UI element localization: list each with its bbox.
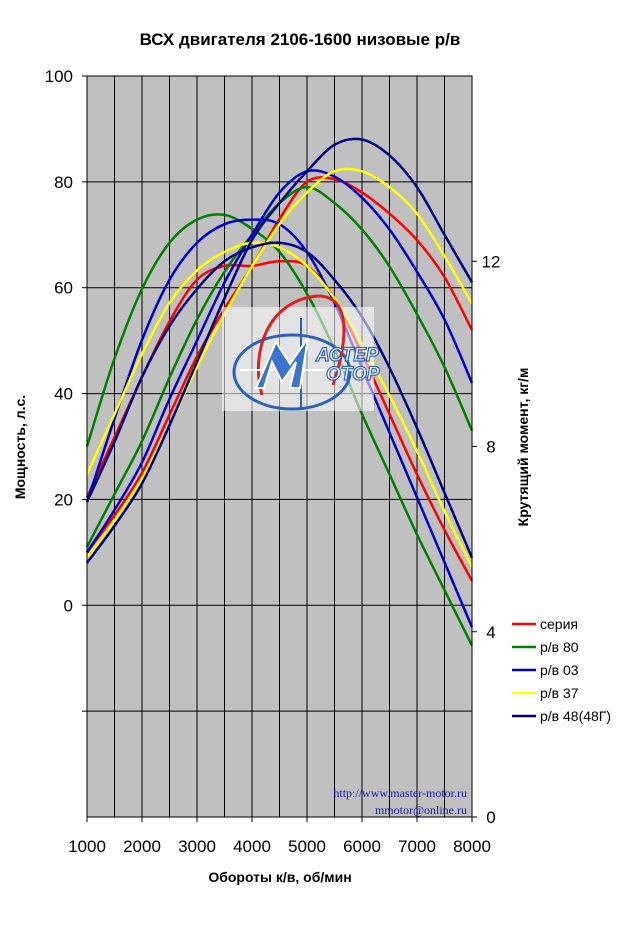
legend: серия р/в 80 р/в 03 р/в 37 р/в 48(48Г) [512, 616, 611, 724]
series-power-line-4 [86, 137, 474, 564]
logo-m-icon [254, 337, 309, 389]
series-power-line-3 [85, 167, 474, 559]
watermark-logo: АСТЕР ОТОР [222, 294, 381, 411]
legend-label-3: р/в 37 [540, 685, 579, 701]
y-right-tick-label: 4 [486, 623, 495, 642]
series-power-line-0 [85, 176, 474, 554]
y-left-tick-label: 60 [54, 279, 73, 298]
x-tick-label: 4000 [233, 837, 271, 856]
y-right-axis-label: Крутящий момент, кг/м [515, 368, 531, 527]
x-tick-label: 3000 [178, 837, 216, 856]
legend-label-2: р/в 03 [540, 662, 579, 678]
logo-blue-ring [232, 333, 352, 411]
y-left-tick-label: 100 [45, 67, 73, 86]
y-left-tick-label: 20 [54, 490, 73, 509]
y-right-tick-label: 0 [486, 808, 495, 827]
series-lines [85, 137, 474, 647]
x-tick-label: 1000 [68, 837, 106, 856]
series-torque-line-3 [85, 241, 474, 568]
y-left-tick-label: 0 [64, 596, 73, 615]
grid [87, 76, 472, 817]
contact-email: mmotor@online.ru [375, 803, 467, 817]
y-left-tick-label: 40 [54, 385, 73, 404]
y-left-tick-label: 80 [54, 173, 73, 192]
series-power-line-2 [85, 169, 474, 554]
logo-text-line2: ОТОР [326, 364, 380, 385]
y-right-ticks: 0 4 8 12 [472, 252, 500, 827]
y-right-tick-label: 12 [482, 252, 501, 271]
x-ticks: 1000 2000 3000 4000 5000 6000 7000 8000 [68, 817, 491, 856]
x-tick-label: 5000 [288, 837, 326, 856]
legend-label-4: р/в 48(48Г) [540, 708, 611, 724]
y-left-ticks: 0 20 40 60 80 100 [45, 67, 87, 712]
chart-title: ВСХ двигателя 2106-1600 низовые р/в [140, 30, 461, 49]
x-axis-label: Обороты к/в, об/мин [208, 869, 351, 885]
series-torque-line-1 [85, 213, 474, 647]
x-tick-label: 8000 [453, 837, 491, 856]
legend-label-1: р/в 80 [540, 639, 579, 655]
legend-label-0: серия [540, 616, 578, 632]
logo-red-arc [257, 294, 346, 396]
website-url: http://www.master-motor.ru [333, 786, 467, 800]
series-torque-line-4 [85, 241, 474, 559]
x-tick-label: 7000 [398, 837, 436, 856]
x-tick-label: 2000 [123, 837, 161, 856]
y-right-tick-label: 8 [486, 438, 495, 457]
logo-text-line1: АСТЕР [315, 345, 379, 366]
y-left-axis-label: Мощность, л.с. [12, 395, 28, 499]
x-tick-label: 6000 [343, 837, 381, 856]
